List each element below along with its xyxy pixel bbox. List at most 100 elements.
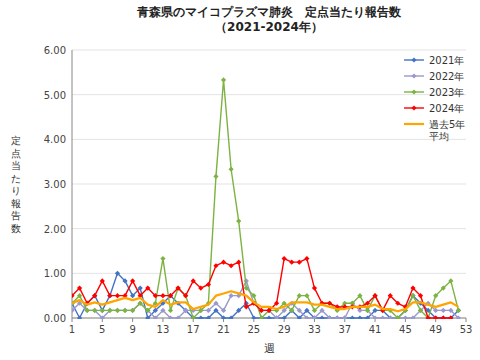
series-marker [441, 315, 446, 319]
series-marker [312, 285, 317, 290]
series-marker [388, 293, 393, 298]
series-marker [229, 167, 234, 172]
series [72, 77, 461, 319]
series-marker [145, 315, 150, 319]
series-marker [206, 308, 211, 313]
series-marker [388, 315, 393, 319]
series-marker [327, 315, 332, 319]
series-line [72, 291, 458, 311]
series-marker [244, 285, 249, 290]
series-marker [433, 308, 438, 313]
series-marker [115, 308, 120, 313]
series-marker [251, 293, 256, 298]
series-marker [72, 293, 75, 298]
series-marker [266, 308, 271, 313]
series-marker [327, 301, 332, 306]
series-marker [221, 315, 226, 319]
series-marker [229, 293, 234, 298]
series-marker [206, 315, 211, 319]
x-tick-label: 13 [157, 324, 170, 335]
x-tick-label: 21 [217, 324, 230, 335]
y-tick-label: 0.00 [44, 313, 66, 324]
legend-label-line: 2021年 [429, 55, 464, 66]
series-marker [236, 308, 241, 313]
series-marker [213, 174, 218, 179]
title-line: 青森県のマイコプラズマ肺炎 定点当たり報告数 [136, 5, 402, 19]
y-tick-label: 3.00 [44, 179, 66, 190]
series-marker [206, 282, 211, 287]
series-marker [236, 218, 241, 223]
series [72, 256, 453, 319]
series-marker [221, 260, 226, 265]
legend-label: 2024年 [429, 103, 464, 114]
x-tick [132, 318, 133, 322]
y-axis-label-char: 当 [11, 160, 21, 171]
series-marker [426, 315, 431, 319]
legend-label-line: 2023年 [429, 87, 464, 98]
series-marker [456, 308, 461, 313]
series [72, 291, 458, 311]
y-axis-label-char: 定 [11, 135, 21, 146]
series-marker [213, 308, 218, 313]
series-marker [365, 315, 370, 319]
series-marker [221, 308, 226, 313]
y-axis-label-char: た [11, 173, 21, 184]
series-marker [221, 77, 226, 82]
series-marker [365, 308, 370, 313]
series-marker [448, 278, 453, 283]
series-marker [410, 285, 415, 290]
series-marker [251, 315, 256, 319]
series-marker [100, 315, 105, 319]
series-marker [297, 308, 302, 313]
series-marker [85, 308, 90, 313]
series-marker [319, 308, 324, 313]
series-marker [282, 315, 287, 319]
legend-label: 2022年 [429, 71, 464, 82]
series-marker [138, 285, 143, 290]
series-marker [145, 285, 150, 290]
series-marker [433, 315, 438, 319]
grid-line [72, 94, 466, 95]
series-marker [335, 315, 340, 319]
grid-line [72, 139, 466, 140]
series-marker [122, 308, 127, 313]
series-marker [191, 315, 196, 319]
series-marker [357, 293, 362, 298]
series-marker [77, 285, 82, 290]
series-marker [350, 315, 355, 319]
series-marker [168, 315, 173, 319]
series-marker [160, 293, 165, 298]
x-tick-label: 25 [247, 324, 260, 335]
x-tick-label: 45 [399, 324, 412, 335]
series-marker [229, 315, 234, 319]
series-marker [380, 315, 385, 319]
legend-label: 過去5年平均 [429, 119, 465, 142]
series-marker [183, 308, 188, 313]
series-marker [312, 308, 317, 313]
series-marker [433, 315, 438, 319]
series-marker [100, 308, 105, 313]
series-marker [145, 308, 150, 313]
x-tick-label: 41 [369, 324, 382, 335]
y-axis-label-char: り [11, 185, 21, 196]
legend: 2021年 2022年 2023年 2024年過去5年平均 [404, 55, 465, 142]
series-marker [138, 301, 143, 306]
legend-swatch [404, 123, 424, 125]
series-marker [100, 308, 105, 313]
y-axis-label-char: 点 [11, 148, 21, 159]
y-axis-label-char: 報 [11, 198, 21, 209]
series-line [72, 80, 458, 318]
series-marker [122, 308, 127, 313]
series-marker [168, 308, 173, 313]
series-marker [304, 315, 309, 319]
series-marker [168, 293, 173, 298]
legend-label: 2021年 [429, 55, 464, 66]
series-marker [274, 315, 279, 319]
series-marker [418, 293, 423, 298]
series-marker [77, 315, 82, 319]
series-marker [441, 285, 446, 290]
series-marker [175, 315, 180, 319]
series-marker [297, 293, 302, 298]
series-marker [418, 308, 423, 313]
series-marker [426, 315, 431, 319]
